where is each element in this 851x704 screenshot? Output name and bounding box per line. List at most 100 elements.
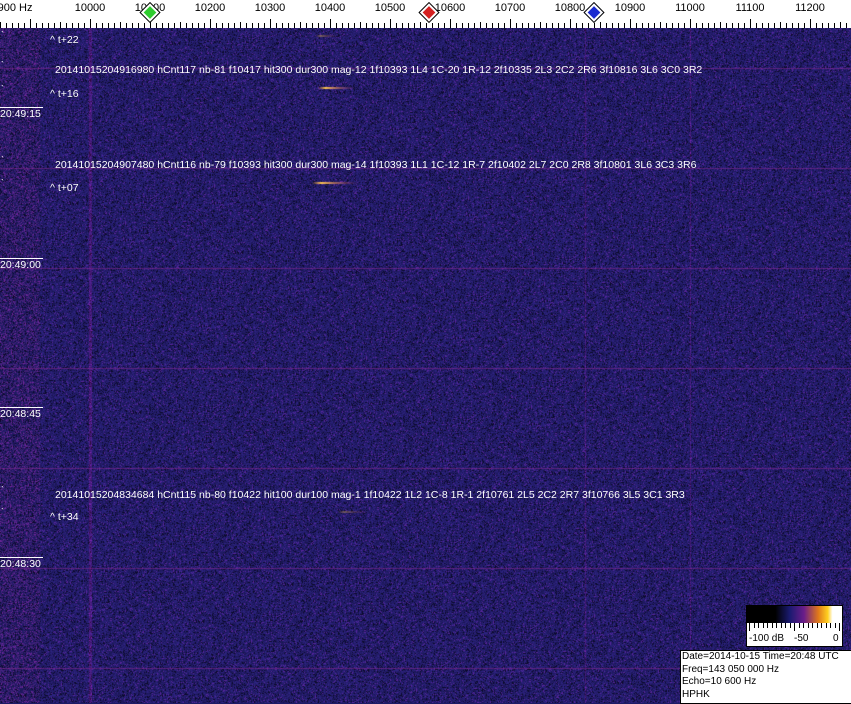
ruler-tick bbox=[450, 19, 451, 28]
colorbar-label: -50 bbox=[794, 633, 809, 644]
ruler-tick bbox=[720, 22, 721, 28]
colorbar-tick bbox=[771, 623, 773, 628]
ruler-tick bbox=[84, 23, 85, 28]
ruler-tick bbox=[672, 23, 673, 28]
ruler-tick bbox=[600, 22, 601, 28]
ruler-tick bbox=[636, 23, 637, 28]
ruler-tick bbox=[426, 23, 427, 28]
colorbar-tick bbox=[762, 623, 764, 628]
ruler-tick bbox=[504, 23, 505, 28]
ruler-tick bbox=[96, 23, 97, 28]
ruler-tick bbox=[402, 23, 403, 28]
tick-mark: ` bbox=[1, 485, 4, 495]
colorbar-tick bbox=[749, 623, 750, 631]
ruler-tick bbox=[726, 23, 727, 28]
ruler-tick bbox=[42, 23, 43, 28]
info-box: Date=2014-10-15 Time=20:48 UTC Freq=143 … bbox=[680, 650, 851, 704]
ruler-tick bbox=[762, 23, 763, 28]
frequency-label: 9900 Hz bbox=[0, 2, 33, 14]
colorbar-tick bbox=[758, 623, 759, 628]
frequency-label: 10200 bbox=[194, 2, 226, 14]
ruler-tick bbox=[396, 23, 397, 28]
ruler-tick bbox=[132, 23, 133, 28]
ruler-tick bbox=[798, 23, 799, 28]
ruler-tick bbox=[276, 23, 277, 28]
colorbar-tick bbox=[812, 623, 813, 628]
time-label: 20:49:15 bbox=[0, 107, 43, 120]
ruler-tick bbox=[270, 19, 271, 28]
ruler-tick bbox=[564, 23, 565, 28]
ruler-tick bbox=[582, 23, 583, 28]
frequency-label: 10500 bbox=[374, 2, 406, 14]
colorbar-tick bbox=[834, 623, 836, 628]
ruler-tick bbox=[780, 22, 781, 28]
frequency-ruler[interactable]: 9900 Hz100001010010200103001040010500106… bbox=[0, 0, 851, 28]
blue-marker[interactable] bbox=[583, 1, 605, 24]
ruler-tick bbox=[228, 23, 229, 28]
ruler-tick bbox=[732, 23, 733, 28]
ruler-tick bbox=[774, 23, 775, 28]
ruler-tick bbox=[144, 23, 145, 28]
ruler-tick bbox=[6, 23, 7, 28]
ruler-tick bbox=[60, 22, 61, 28]
ruler-tick bbox=[654, 23, 655, 28]
ruler-tick bbox=[816, 23, 817, 28]
ruler-tick bbox=[594, 23, 595, 28]
ruler-tick bbox=[744, 23, 745, 28]
tick-mark: ` bbox=[1, 178, 4, 188]
detection-line: 20141015204907480 hCnt116 nb-79 f10393 h… bbox=[55, 159, 697, 171]
time-label: 20:49:00 bbox=[0, 258, 43, 271]
ruler-tick bbox=[372, 23, 373, 28]
time-offset-label: ^ t+07 bbox=[50, 182, 79, 194]
ruler-tick bbox=[432, 23, 433, 28]
colorbar-tick bbox=[794, 623, 795, 631]
frequency-label: 10300 bbox=[254, 2, 286, 14]
tick-mark: ` bbox=[1, 30, 4, 40]
ruler-tick bbox=[330, 19, 331, 28]
ruler-tick bbox=[72, 23, 73, 28]
ruler-tick bbox=[516, 23, 517, 28]
ruler-tick bbox=[738, 23, 739, 28]
ruler-tick bbox=[786, 23, 787, 28]
colorbar-label: 0 bbox=[833, 633, 839, 644]
ruler-tick bbox=[804, 23, 805, 28]
frequency-label: 11000 bbox=[675, 2, 705, 14]
ruler-tick bbox=[138, 23, 139, 28]
ruler-tick bbox=[468, 23, 469, 28]
ruler-tick bbox=[474, 23, 475, 28]
ruler-tick bbox=[54, 23, 55, 28]
time-offset-label: ^ t+22 bbox=[50, 34, 79, 46]
ruler-tick bbox=[294, 23, 295, 28]
ruler-tick bbox=[108, 23, 109, 28]
ruler-tick bbox=[648, 23, 649, 28]
echo-frequency: Echo=10 600 Hz bbox=[682, 676, 757, 687]
ruler-tick bbox=[522, 23, 523, 28]
ruler-tick bbox=[198, 23, 199, 28]
ruler-tick bbox=[360, 22, 361, 28]
ruler-tick bbox=[492, 23, 493, 28]
frequency-label: 10700 bbox=[494, 2, 526, 14]
ruler-tick bbox=[438, 23, 439, 28]
colorbar-tick bbox=[789, 623, 791, 628]
ruler-tick bbox=[708, 23, 709, 28]
ruler-tick bbox=[354, 23, 355, 28]
ruler-tick bbox=[618, 23, 619, 28]
ruler-tick bbox=[204, 23, 205, 28]
ruler-tick bbox=[300, 22, 301, 28]
ruler-tick bbox=[252, 23, 253, 28]
ruler-tick bbox=[792, 23, 793, 28]
colorbar-tick bbox=[807, 623, 809, 628]
ruler-tick bbox=[606, 23, 607, 28]
frequency-label: 10400 bbox=[314, 2, 346, 14]
ruler-tick bbox=[36, 23, 37, 28]
colorbar-gradient bbox=[747, 606, 842, 623]
ruler-tick bbox=[246, 23, 247, 28]
ruler-tick bbox=[174, 23, 175, 28]
colorbar-tick bbox=[753, 623, 755, 628]
ruler-tick bbox=[24, 23, 25, 28]
ruler-tick bbox=[546, 23, 547, 28]
frequency-label: 10800 bbox=[554, 2, 586, 14]
tick-mark: ` bbox=[1, 60, 4, 70]
date-time: Date=2014-10-15 Time=20:48 UTC bbox=[682, 651, 839, 662]
ruler-tick bbox=[558, 23, 559, 28]
